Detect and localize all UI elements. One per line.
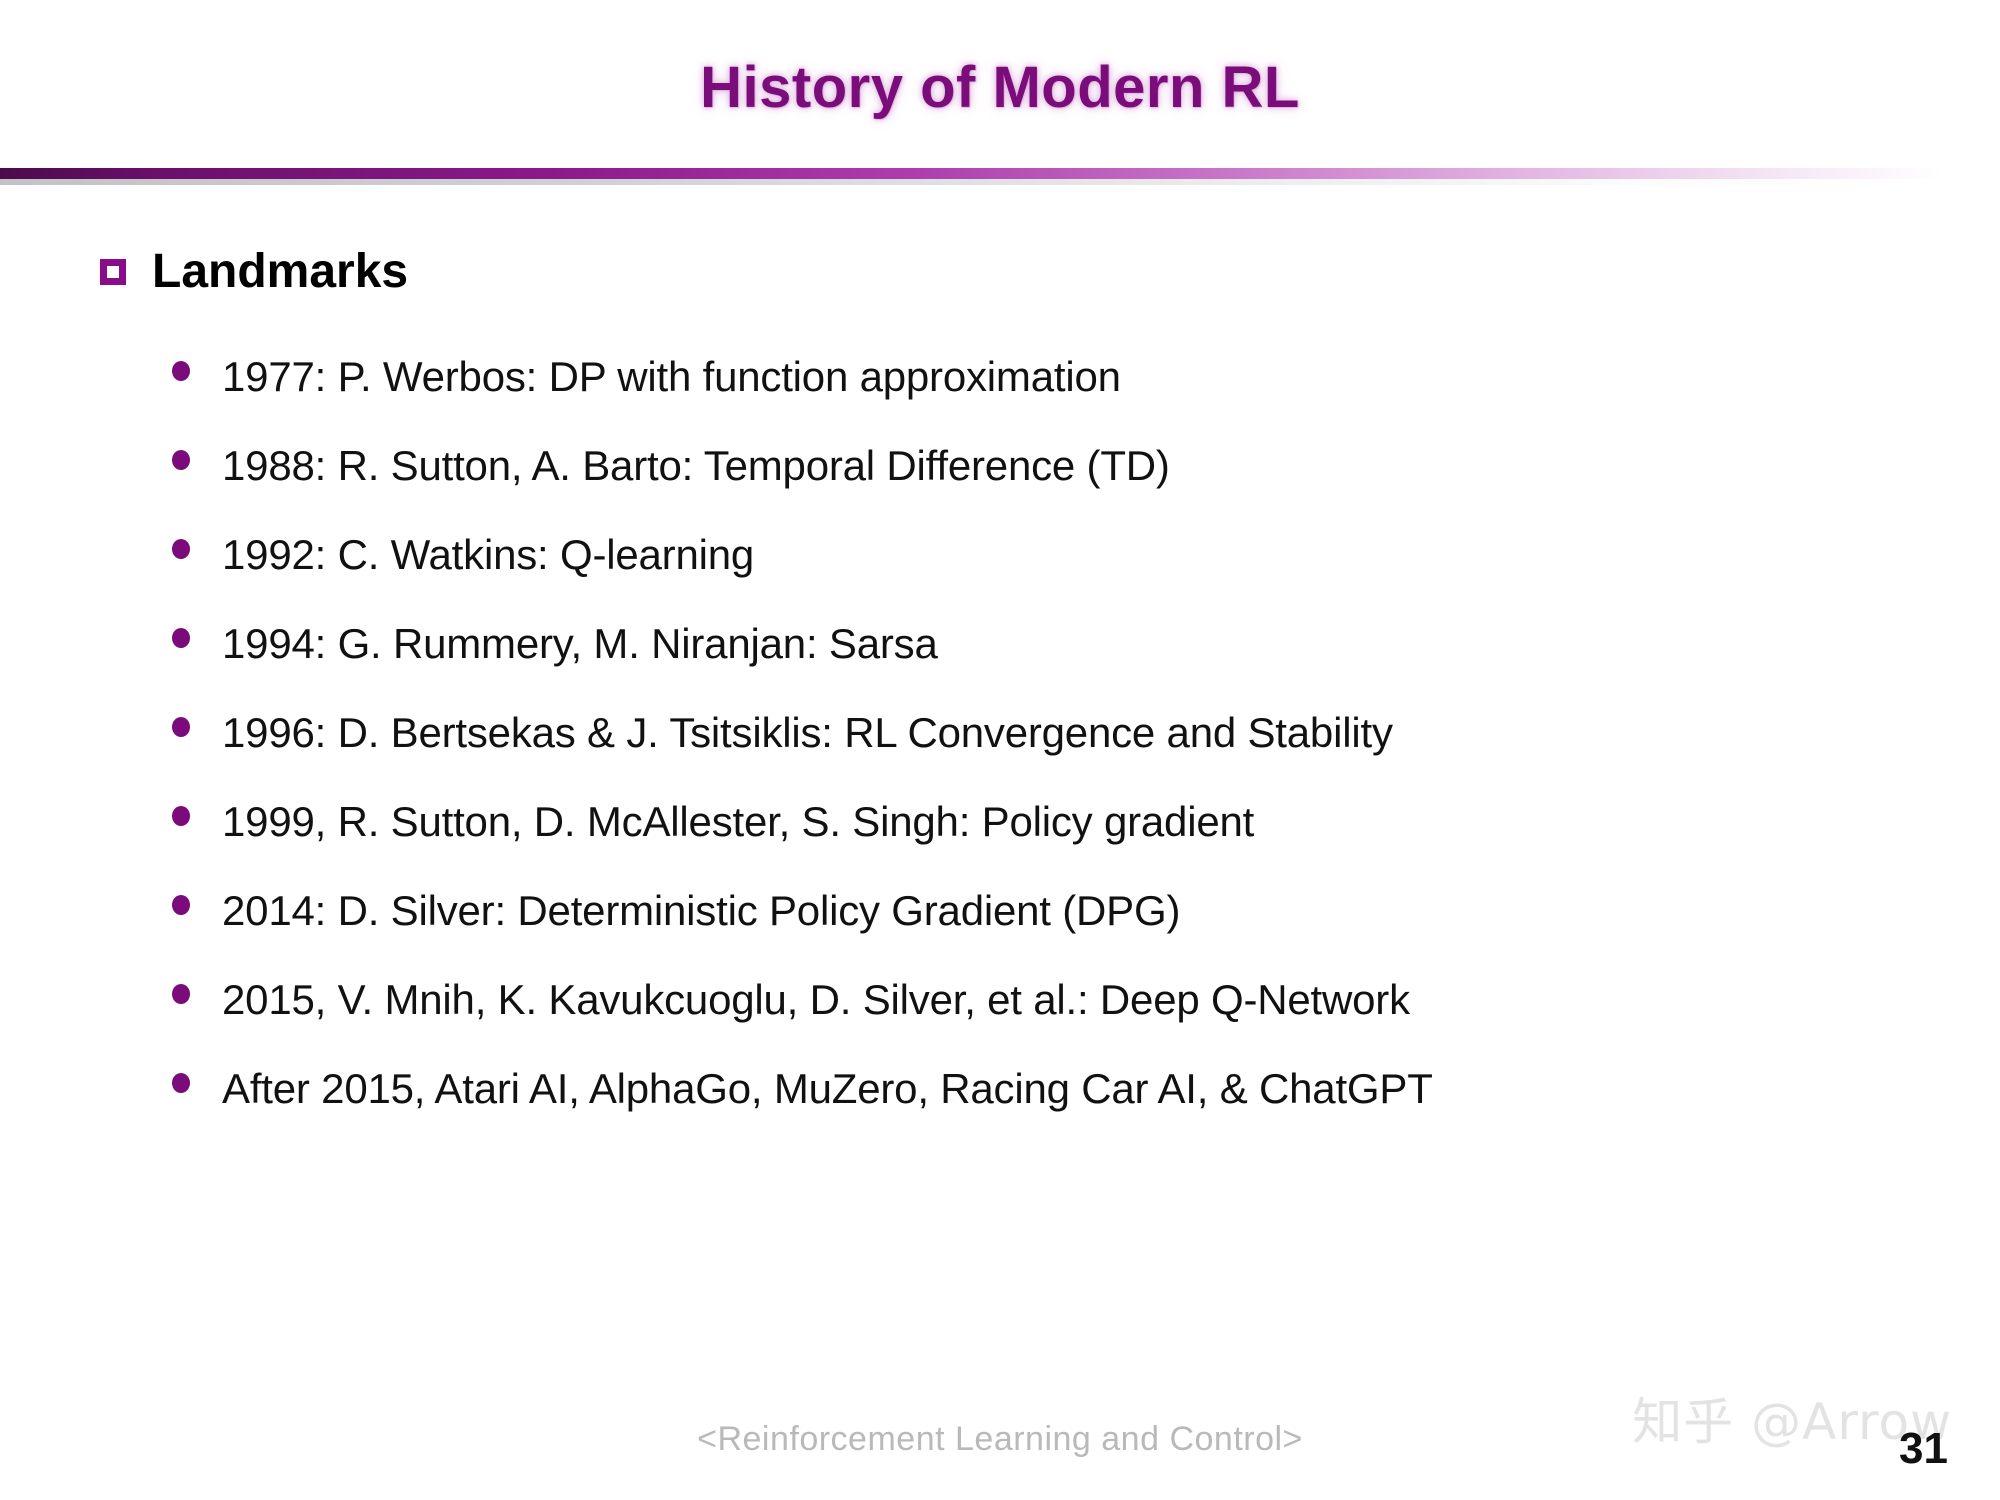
round-dot-bullet-icon	[172, 895, 190, 915]
round-dot-bullet-icon	[172, 450, 190, 470]
watermark: 知乎 @Arrow	[1632, 1393, 1952, 1451]
list-item-label: 2014: D. Silver: Deterministic Policy Gr…	[222, 887, 1181, 934]
round-dot-bullet-icon	[172, 1073, 190, 1093]
list-item: 1992: C. Watkins: Q-learning	[172, 534, 1972, 623]
title-divider	[0, 168, 2000, 179]
list-item-label: 1988: R. Sutton, A. Barto: Temporal Diff…	[222, 442, 1170, 489]
list-item-label: 1992: C. Watkins: Q-learning	[222, 531, 755, 578]
footer-note: <Reinforcement Learning and Control>	[697, 1420, 1303, 1458]
page-title: History of Modern RL	[700, 55, 1300, 120]
list-item: 1996: D. Bertsekas & J. Tsitsiklis: RL C…	[172, 712, 1972, 801]
list-item-label: 2015, V. Mnih, K. Kavukcuoglu, D. Silver…	[222, 976, 1410, 1023]
list-item-label: 1999, R. Sutton, D. McAllester, S. Singh…	[222, 798, 1255, 845]
list-item: 2015, V. Mnih, K. Kavukcuoglu, D. Silver…	[172, 979, 1972, 1068]
page-number: 31	[1899, 1424, 1948, 1473]
round-dot-bullet-icon	[172, 361, 190, 381]
landmarks-list: 1977: P. Werbos: DP with function approx…	[172, 356, 1972, 1157]
list-item: 1994: G. Rummery, M. Niranjan: Sarsa	[172, 623, 1972, 712]
list-item-label: After 2015, Atari AI, AlphaGo, MuZero, R…	[222, 1065, 1433, 1112]
round-dot-bullet-icon	[172, 539, 190, 559]
list-item: 1988: R. Sutton, A. Barto: Temporal Diff…	[172, 445, 1972, 534]
list-item-label: 1994: G. Rummery, M. Niranjan: Sarsa	[222, 620, 938, 667]
round-dot-bullet-icon	[172, 984, 190, 1004]
hollow-square-bullet-icon	[100, 259, 126, 285]
list-item: After 2015, Atari AI, AlphaGo, MuZero, R…	[172, 1068, 1972, 1157]
round-dot-bullet-icon	[172, 806, 190, 826]
list-item: 2014: D. Silver: Deterministic Policy Gr…	[172, 890, 1972, 979]
title-divider-shadow	[0, 179, 2000, 185]
section-heading-row: Landmarks	[100, 248, 408, 296]
list-item: 1977: P. Werbos: DP with function approx…	[172, 356, 1972, 445]
list-item-label: 1996: D. Bertsekas & J. Tsitsiklis: RL C…	[222, 709, 1393, 756]
round-dot-bullet-icon	[172, 628, 190, 648]
list-item: 1999, R. Sutton, D. McAllester, S. Singh…	[172, 801, 1972, 890]
section-heading-label: Landmarks	[152, 245, 409, 298]
round-dot-bullet-icon	[172, 717, 190, 737]
list-item-label: 1977: P. Werbos: DP with function approx…	[222, 353, 1121, 400]
